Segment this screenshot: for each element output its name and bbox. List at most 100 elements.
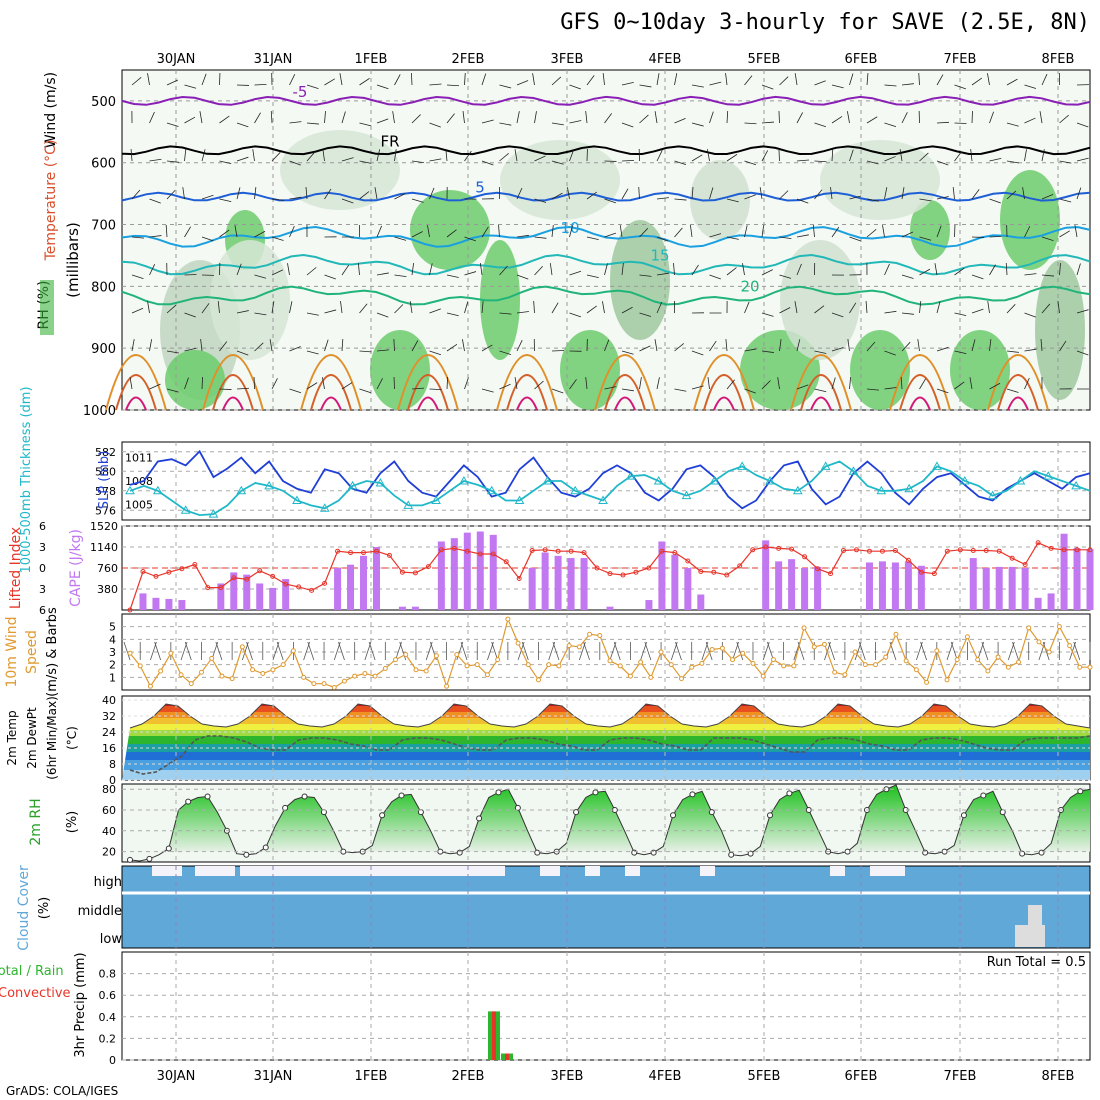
x-tick-label-bottom: 3FEB [551,1069,584,1084]
wind10-marker [352,673,358,679]
cape-bar [801,568,809,610]
wind-barb [849,149,854,162]
rh2m-tick: 60 [102,804,116,817]
wind-barb [184,274,197,276]
wind-barb [919,301,922,314]
thickness-marker [792,485,803,495]
rh-shading [500,140,620,220]
wind-barb [306,312,319,316]
wind10-barb [338,641,345,661]
wind-barb [131,189,141,200]
cape-bar [865,562,873,610]
wind10-marker [382,665,388,671]
wind10-marker [760,673,766,679]
millibars-label: (millibars) [64,222,82,298]
wind10-marker [515,640,521,646]
wind-barb [936,160,949,166]
wind10-marker [270,667,276,673]
cape-bar [814,566,822,610]
rh2m-marker [262,844,269,851]
wind-barb [516,80,529,86]
wind10-marker [229,676,235,682]
li-tick: 6 [39,520,46,533]
temp-band [122,770,1090,780]
wind-barb [429,122,441,128]
wind-barb [271,152,281,162]
wind-barb [934,263,938,276]
isotherm-25 [594,354,656,411]
isotherm-35 [320,396,342,411]
wind-barb [446,343,458,352]
wind-barb [726,379,735,390]
wind-barb [725,73,728,86]
wind10-barb [950,641,958,661]
wind-barb [289,388,302,394]
wind-barb [1059,340,1067,352]
wind10-marker [627,673,633,679]
wind-barb [306,84,319,90]
wind-barb [1041,73,1048,86]
wind-barb [744,160,757,166]
isotherm-line [121,225,1091,248]
wind-barb [306,151,316,162]
wind-barb [429,388,442,391]
wind-barb [498,225,500,238]
wind10-marker [964,634,970,640]
wind-barb [866,160,879,165]
cape-bar [476,531,484,610]
wind-barb [341,111,346,124]
wind10-marker [678,676,684,682]
wind-barb [936,74,944,86]
temp-tick: 32 [102,710,116,723]
li-marker [309,587,315,593]
thickness-marker [1043,471,1054,480]
rh-shading [820,140,940,220]
wind-barb [604,198,616,204]
wind-barb [586,305,597,314]
y-tick-label: 800 [91,280,116,295]
rh2m-tick: 40 [102,825,116,838]
wind-barb [882,225,885,238]
wind-barb [201,236,214,242]
wind-barb [149,383,161,390]
wind10-barb [705,641,713,661]
wind-barb [814,122,827,128]
wind-barb [690,225,693,238]
wind-barb [884,387,897,390]
wind-barb [271,301,275,314]
li-marker [140,569,146,574]
isotherm-label: -5 [293,83,308,101]
li-marker [490,551,496,557]
wind10-marker [433,653,439,659]
thickness-marker [932,461,942,470]
wind10-marker [597,633,603,639]
li-marker [776,545,782,551]
thickness-axis-label: 1000-500mb Thickness (dm) [19,386,34,573]
li-marker [802,554,808,560]
wind-barb [814,160,827,163]
li-marker [763,544,769,550]
precip-axis-label: 3hr Precip (mm) [73,952,88,1057]
li-marker [866,548,872,554]
li-marker [438,547,444,553]
wind-barb [744,388,756,394]
wind10-marker [198,669,204,675]
wind-barb [445,149,448,162]
cape-bar [580,558,588,610]
wind-barb [184,116,196,124]
cape-bar [152,597,160,610]
li-marker [451,545,457,551]
wind10-marker [709,646,715,652]
wind10-marker [1087,664,1093,670]
cape-tick: 380 [97,583,118,596]
wind-barb [586,236,599,241]
wind-barb [464,236,476,242]
wind-barb [709,111,714,124]
wind-barb [1057,301,1060,314]
wind10-marker [188,681,194,687]
wind10-marker [730,657,736,663]
wind-barb [376,378,383,390]
wind-barb [744,225,748,238]
wind-barb [952,187,955,200]
thickness-marker [904,483,914,493]
